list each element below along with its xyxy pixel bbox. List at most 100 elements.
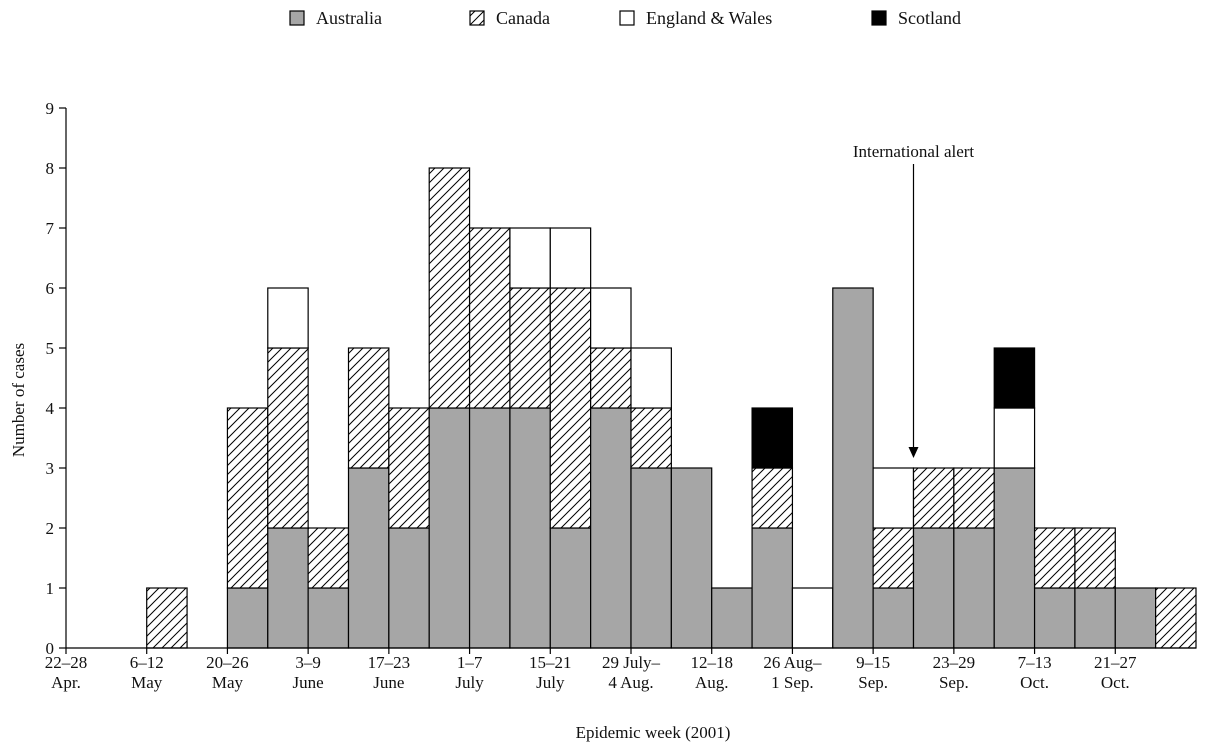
x-tick-label: 15–21 July [529, 653, 572, 692]
bar-australia [670, 467, 713, 649]
legend-swatch-england-and-wales [619, 10, 635, 26]
bar-england-and-wales [872, 467, 915, 529]
bar-canada [347, 347, 390, 469]
x-tick-label-line1: 29 July– [602, 653, 661, 672]
international-alert-label: International alert [853, 142, 975, 161]
x-tick-label-line2: 4 Aug. [608, 673, 653, 692]
bar-australia [428, 407, 471, 649]
legend-swatch-scotland [871, 10, 887, 26]
x-tick-label-line1: 23–29 [933, 653, 976, 672]
x-tick-label-line2: July [455, 673, 484, 692]
x-tick-label-line1: 15–21 [529, 653, 572, 672]
bar-australia [630, 467, 672, 649]
x-tick-label: 20–26 May [206, 653, 249, 692]
bar-canada [912, 467, 955, 529]
bar-canada [630, 407, 672, 469]
bar-canada [307, 527, 350, 589]
bar-canada [428, 167, 471, 409]
x-tick-label: 12–18 Aug. [690, 653, 733, 692]
y-tick-label: 4 [46, 399, 55, 418]
bar-canada [1155, 587, 1197, 649]
y-axis-label: Number of cases [9, 343, 28, 457]
bar-australia [307, 587, 350, 649]
legend-label-england-and-wales: England & Wales [646, 8, 772, 28]
y-tick-label: 5 [46, 339, 55, 358]
bar-australia [872, 587, 915, 649]
bar-england-and-wales [509, 227, 551, 289]
x-tick-label-line2: July [536, 673, 565, 692]
bar-australia [267, 527, 309, 649]
x-axis-label: Epidemic week (2001) [576, 723, 731, 742]
x-tick-label: 22–28 Apr. [45, 653, 88, 692]
bar-australia [832, 287, 874, 649]
y-tick-label: 8 [46, 159, 55, 178]
y-tick-label: 1 [46, 579, 55, 598]
y-tick-label: 2 [46, 519, 55, 538]
x-tick-label-line1: 1–7 [457, 653, 483, 672]
bar-canada [146, 587, 188, 649]
bar-england-and-wales [590, 287, 632, 349]
bar-canada [388, 407, 430, 529]
x-tick-label-line1: 6–12 [130, 653, 164, 672]
y-tick-label: 7 [46, 219, 55, 238]
bar-australia [1033, 587, 1076, 649]
bar-australia [509, 407, 551, 649]
x-tick-label: 9–15 Sep. [856, 653, 890, 692]
x-tick-label-line2: Sep. [858, 673, 888, 692]
bar-australia [993, 467, 1036, 649]
bar-scotland [993, 347, 1036, 409]
x-tick-label: 3–9 June [293, 653, 324, 692]
bar-australia [549, 527, 592, 649]
bar-australia [953, 527, 995, 649]
x-tick-label-line1: 17–23 [368, 653, 411, 672]
x-tick-label-line1: 22–28 [45, 653, 88, 672]
bar-australia [347, 467, 390, 649]
x-tick-label-line2: May [212, 673, 244, 692]
bar-scotland [751, 407, 794, 469]
x-tick-label: 29 July– 4 Aug. [602, 653, 661, 692]
bar-canada [549, 287, 592, 529]
bar-england-and-wales [267, 287, 309, 349]
x-tick-label-line2: June [373, 673, 404, 692]
x-tick-label: 7–13 Oct. [1018, 653, 1052, 692]
y-tick-label: 9 [46, 99, 55, 118]
bar-canada [953, 467, 995, 529]
bar-canada [267, 347, 309, 529]
legend-label-australia: Australia [316, 8, 382, 28]
annotation: International alert [853, 142, 975, 458]
x-tick-label: 1–7 July [455, 653, 484, 692]
x-tick-label-line2: Sep. [939, 673, 969, 692]
x-tick-label: 6–12 May [130, 653, 164, 692]
bar-australia [912, 527, 955, 649]
bar-australia [751, 527, 794, 649]
legend-label-scotland: Scotland [898, 8, 961, 28]
y-tick-label: 3 [46, 459, 55, 478]
bar-england-and-wales [549, 227, 592, 289]
x-tick-label-line1: 9–15 [856, 653, 890, 672]
legend-swatch-australia [289, 10, 305, 26]
bar-canada [590, 347, 632, 409]
x-tick-label-line2: May [131, 673, 163, 692]
x-tick-label: 26 Aug– 1 Sep. [763, 653, 822, 692]
legend: Australia Canada England & Wales Scotland [289, 8, 961, 28]
x-tick-label-line1: 12–18 [690, 653, 733, 672]
bar-england-and-wales [630, 347, 672, 409]
bar-australia [468, 407, 511, 649]
x-tick-label-line2: Aug. [695, 673, 729, 692]
bar-canada [509, 287, 551, 409]
bar-australia [711, 587, 753, 649]
x-tick-label-line1: 20–26 [206, 653, 249, 672]
x-tick-label-line2: 1 Sep. [771, 673, 814, 692]
bar-australia [1114, 587, 1157, 649]
x-tick-label-line2: Oct. [1101, 673, 1130, 692]
bar-canada [226, 407, 269, 589]
x-tick-label: 21–27 Oct. [1094, 653, 1137, 692]
x-tick-label-line1: 7–13 [1018, 653, 1052, 672]
x-tick-label-line2: Oct. [1020, 673, 1049, 692]
bar-australia [1074, 587, 1116, 649]
x-tick-label: 17–23 June [368, 653, 411, 692]
y-tick-label: 6 [46, 279, 55, 298]
bar-australia [226, 587, 269, 649]
